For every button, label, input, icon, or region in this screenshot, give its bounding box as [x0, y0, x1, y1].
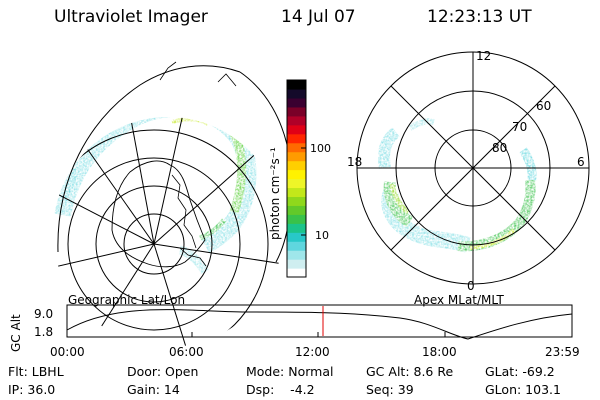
glon-info: GLon: 103.1: [485, 382, 561, 397]
timeline-xtick-0000: 00:00: [50, 345, 85, 359]
timeline-ylabel: GC Alt: [9, 314, 23, 352]
colorbar-segment: [287, 187, 306, 198]
colorbar-segment: [287, 124, 306, 135]
timeline-ytick-high: 9.0: [34, 307, 54, 321]
colorbar-segment: [287, 80, 306, 90]
colorbar-segment: [287, 106, 306, 117]
instrument-title: Ultraviolet Imager: [54, 7, 208, 27]
colorbar-tick-10: 10: [315, 229, 329, 242]
colorbar-segment: [287, 151, 306, 162]
colorbar-segment: [287, 259, 306, 269]
gc-alt-info: GC Alt: 8.6 Re: [366, 364, 454, 379]
mlt-label-6: 6: [577, 155, 585, 169]
mlt-label-12: 12: [476, 49, 491, 63]
colorbar-segment: [287, 232, 306, 242]
colorbar-segment: [287, 115, 306, 126]
timeline-xtick-2359: 23:59: [545, 345, 580, 359]
timeline-xtick-1800: 18:00: [422, 345, 457, 359]
lat-label-70: 70: [512, 120, 527, 134]
lat-label-60: 60: [536, 99, 551, 113]
intensity-colorbar: [287, 80, 306, 278]
ip-info: IP: 36.0: [8, 382, 56, 397]
seq-info: Seq: 39: [366, 382, 414, 397]
filter-info: Flt: LBHL: [8, 364, 64, 379]
mode-info: Mode: Normal: [246, 364, 334, 379]
colorbar-segment: [287, 196, 306, 206]
colorbar-segment: [287, 250, 306, 260]
colorbar-segment: [287, 223, 306, 233]
colorbar-segment: [287, 97, 306, 108]
colorbar-segment: [287, 241, 306, 251]
gain-info: Gain: 14: [127, 382, 180, 397]
timeline-xtick-0600: 06:00: [169, 345, 204, 359]
timeline-ytick-low: 1.8: [34, 325, 54, 339]
apex-polar-plot: [356, 51, 590, 285]
colorbar-segment: [287, 133, 306, 144]
colorbar-tick-100: 100: [310, 142, 331, 155]
colorbar-segment: [287, 142, 306, 153]
colorbar-segment: [287, 160, 306, 171]
colorbar-segment: [287, 214, 306, 224]
mlt-label-0: 0: [467, 279, 475, 293]
door-info: Door: Open: [127, 364, 199, 379]
left-panel-caption: Geographic Lat/Lon: [68, 293, 186, 307]
dsp-info: Dsp: -4.2: [246, 382, 315, 397]
observation-time: 12:23:13 UT: [427, 7, 532, 27]
timeline-xtick-1200: 12:00: [295, 345, 330, 359]
lat-label-80: 80: [492, 141, 507, 155]
altitude-timeline: [66, 304, 573, 340]
colorbar-unit-label: photon cm⁻²s⁻¹: [268, 147, 282, 240]
observation-date: 14 Jul 07: [281, 7, 356, 27]
colorbar-segment: [287, 169, 306, 180]
colorbar-segment: [287, 205, 306, 215]
colorbar-segment: [287, 178, 306, 189]
colorbar-segment: [287, 268, 306, 278]
glat-info: GLat: -69.2: [485, 364, 555, 379]
colorbar-segment: [287, 88, 306, 99]
mlt-label-18: 18: [347, 155, 362, 169]
right-panel-caption: Apex MLat/MLT: [414, 293, 504, 307]
